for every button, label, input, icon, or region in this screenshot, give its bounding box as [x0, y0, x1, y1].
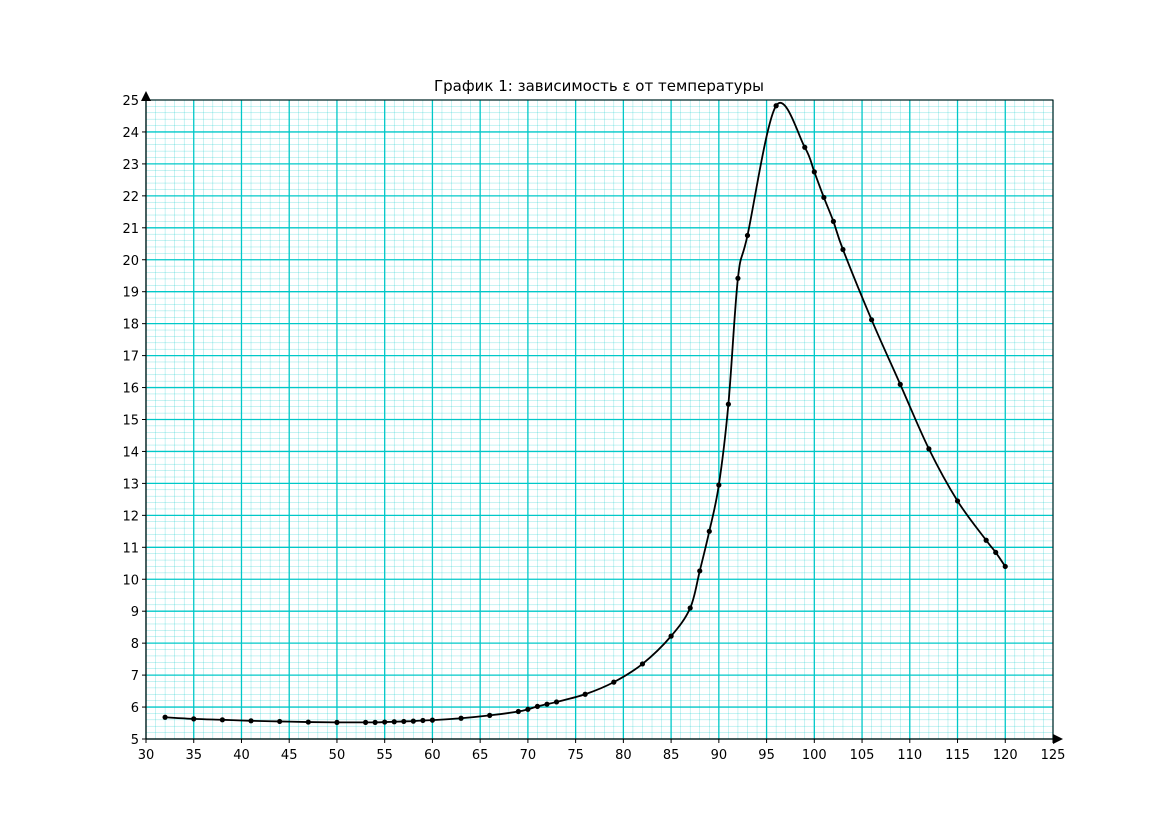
y-axis-arrow: [141, 91, 151, 101]
axes: [141, 91, 1063, 744]
y-tick-label: 7: [131, 669, 139, 684]
y-tick-label: 25: [122, 94, 139, 109]
data-point: [725, 401, 731, 407]
y-tick-labels: 5 6 7 8 9 10 11 12 13 14 15 16 17 18 19 20 21 22 23 24 25: [122, 94, 139, 748]
x-tick-label: 50: [329, 748, 346, 763]
x-tick-label: 125: [1041, 748, 1066, 763]
data-point: [668, 633, 674, 639]
y-tick-label: 23: [122, 158, 139, 173]
data-point: [487, 712, 493, 718]
x-tick-label: 100: [802, 748, 827, 763]
data-point: [821, 194, 827, 201]
data-point: [897, 381, 903, 387]
y-tick-label: 24: [122, 126, 139, 141]
x-tick-label: 60: [424, 748, 441, 763]
x-tick-label: 75: [567, 748, 584, 763]
data-point: [305, 719, 311, 725]
data-point: [410, 718, 416, 724]
data-point: [372, 719, 378, 725]
x-tick-label: 90: [711, 748, 728, 763]
data-point: [611, 679, 617, 685]
y-tick-label: 22: [122, 190, 139, 205]
y-tick-label: 18: [122, 318, 139, 333]
data-point: [926, 446, 932, 452]
x-tick-label: 110: [897, 748, 922, 763]
y-tick-label: 10: [122, 573, 139, 588]
y-tick-label: 11: [122, 541, 139, 556]
y-tick-label: 21: [122, 222, 139, 237]
x-tick-label: 80: [615, 748, 632, 763]
x-tick-label: 40: [233, 748, 250, 763]
y-tick-label: 12: [122, 509, 139, 524]
x-tick-label: 85: [663, 748, 680, 763]
data-point: [391, 719, 397, 725]
data-point: [811, 169, 817, 175]
data-point: [162, 714, 168, 720]
y-tick-label: 14: [122, 445, 139, 460]
data-point: [830, 218, 837, 225]
data-point: [706, 528, 712, 534]
data-point: [735, 275, 741, 281]
data-point: [544, 701, 550, 707]
data-point: [553, 699, 560, 705]
data-point: [954, 498, 961, 504]
data-point: [458, 715, 464, 721]
data-point: [802, 144, 808, 150]
chart-title: График 1: зависимость ε от температуры: [434, 77, 764, 95]
data-point: [697, 568, 703, 574]
y-tick-label: 8: [131, 637, 139, 652]
data-point: [993, 549, 999, 556]
x-tick-label: 70: [520, 748, 537, 763]
data-point: [191, 716, 197, 722]
data-point: [773, 103, 779, 109]
data-point: [983, 537, 989, 543]
data-point: [219, 717, 225, 723]
series-layer: [162, 102, 1008, 725]
data-point: [1002, 563, 1008, 570]
x-tick-label: 30: [138, 748, 155, 763]
y-tick-label: 15: [122, 414, 139, 429]
data-point: [334, 719, 340, 725]
x-axis-arrow: [1053, 734, 1063, 744]
x-tick-label: 55: [376, 748, 393, 763]
data-point: [382, 719, 388, 725]
y-tick-label: 5: [131, 733, 139, 748]
data-point: [429, 717, 436, 723]
x-tick-label: 115: [945, 748, 970, 763]
x-tick-label: 105: [850, 748, 875, 763]
y-tick-label: 16: [122, 382, 139, 397]
data-point: [840, 246, 846, 253]
data-point: [362, 719, 369, 725]
data-point: [744, 232, 751, 239]
data-point: [525, 706, 531, 712]
y-tick-label: 6: [131, 701, 139, 716]
data-point: [869, 317, 875, 323]
data-point: [582, 691, 588, 697]
x-tick-label: 65: [472, 748, 489, 763]
data-point: [716, 482, 722, 488]
data-point: [534, 703, 541, 710]
data-point: [248, 718, 254, 724]
x-tick-label: 35: [185, 748, 202, 763]
data-point: [687, 605, 693, 611]
x-tick-label: 120: [993, 748, 1018, 763]
major-grid: [145, 99, 1054, 740]
y-tick-label: 19: [122, 286, 139, 301]
x-tick-label: 45: [281, 748, 298, 763]
y-tick-label: 9: [131, 605, 139, 620]
y-tick-label: 13: [122, 477, 139, 492]
data-point: [401, 718, 407, 725]
data-point: [420, 717, 426, 724]
data-point: [515, 708, 521, 715]
data-point: [277, 718, 283, 725]
data-point: [639, 661, 646, 667]
x-tick-label: 95: [758, 748, 775, 763]
x-tick-labels: 30 35 40 45 50 55 60 65 70 75 80 85 90 95 100 105 110 115…: [138, 748, 1066, 763]
y-tick-label: 20: [122, 254, 139, 269]
y-tick-label: 17: [122, 350, 139, 365]
